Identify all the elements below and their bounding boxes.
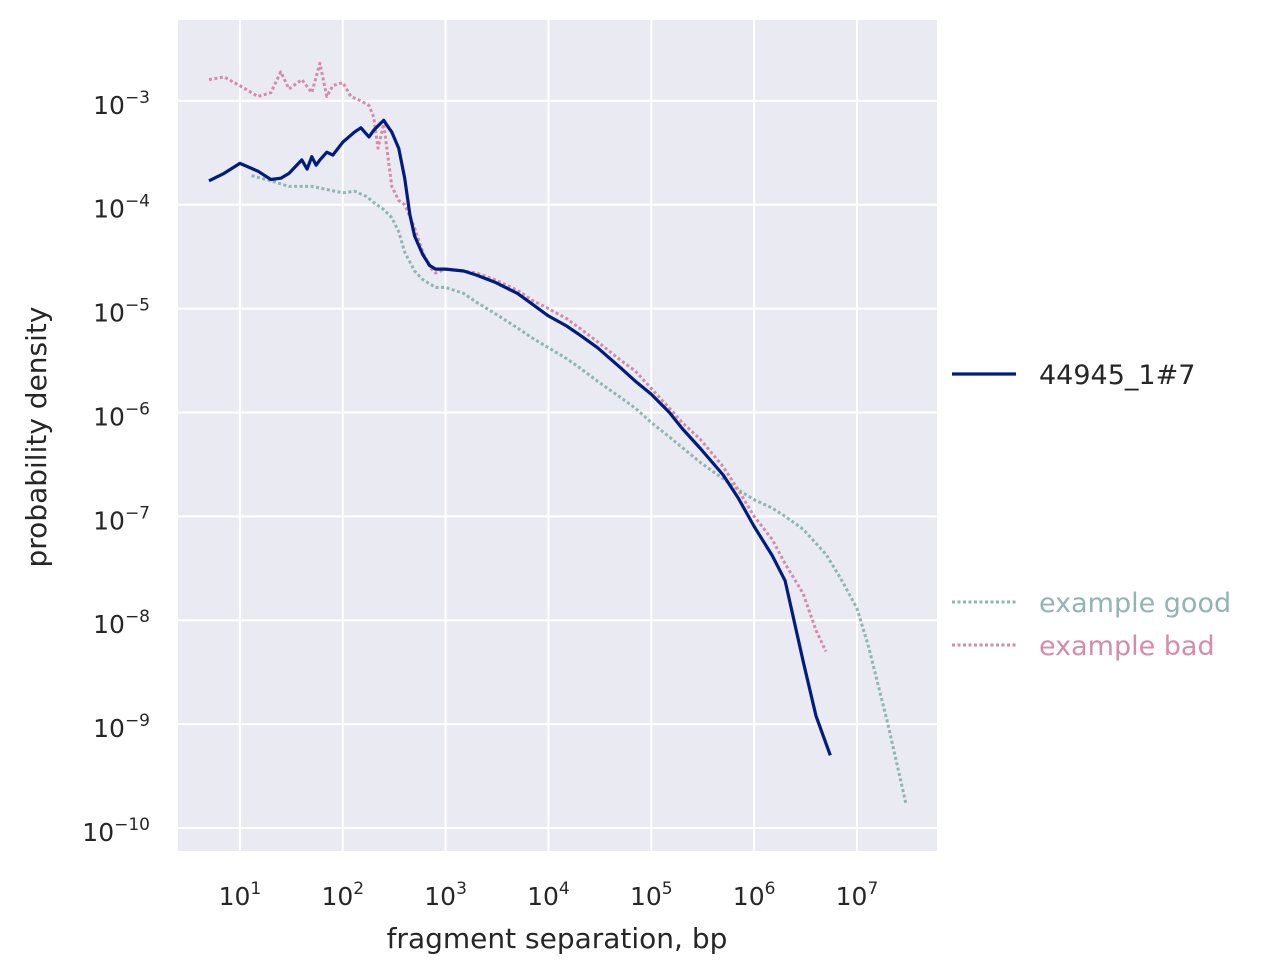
grid xyxy=(178,20,937,851)
y-tick-label: 10−6 xyxy=(93,399,150,431)
x-axis-label: fragment separation, bp xyxy=(387,922,728,955)
legend-label: 44945_1#7 xyxy=(1039,360,1195,391)
series-line xyxy=(251,174,908,805)
y-tick-label: 10−9 xyxy=(93,711,150,743)
x-tick-label: 102 xyxy=(321,879,364,911)
x-tick-label: 101 xyxy=(219,879,262,911)
x-tick-label: 106 xyxy=(733,879,776,911)
series-line xyxy=(208,118,832,756)
x-tick-label: 105 xyxy=(630,879,673,911)
x-tick-labels: 101 102 103 104 105 106 107 xyxy=(219,879,879,911)
y-axis-label: probability density xyxy=(20,307,53,568)
x-tick-label: 104 xyxy=(527,879,570,911)
plot-background xyxy=(178,20,937,851)
x-tick-label: 103 xyxy=(424,879,467,911)
legend-label: example bad xyxy=(1039,631,1215,662)
series-line xyxy=(208,61,828,653)
y-tick-label: 10−8 xyxy=(93,607,150,639)
y-tick-label: 10−3 xyxy=(93,88,150,120)
y-tick-label: 10−10 xyxy=(82,815,150,847)
legend-label: example good xyxy=(1039,588,1231,619)
y-tick-labels: 10−3 10−4 10−5 10−6 10−7 10−8 10−9 10−10 xyxy=(82,88,150,847)
legend: example good example bad 44945_1#7 xyxy=(952,360,1231,662)
series-layer xyxy=(208,61,908,805)
y-tick-label: 10−7 xyxy=(93,503,150,535)
y-tick-label: 10−5 xyxy=(93,296,150,328)
y-tick-label: 10−4 xyxy=(93,192,150,224)
x-tick-label: 107 xyxy=(836,879,879,911)
